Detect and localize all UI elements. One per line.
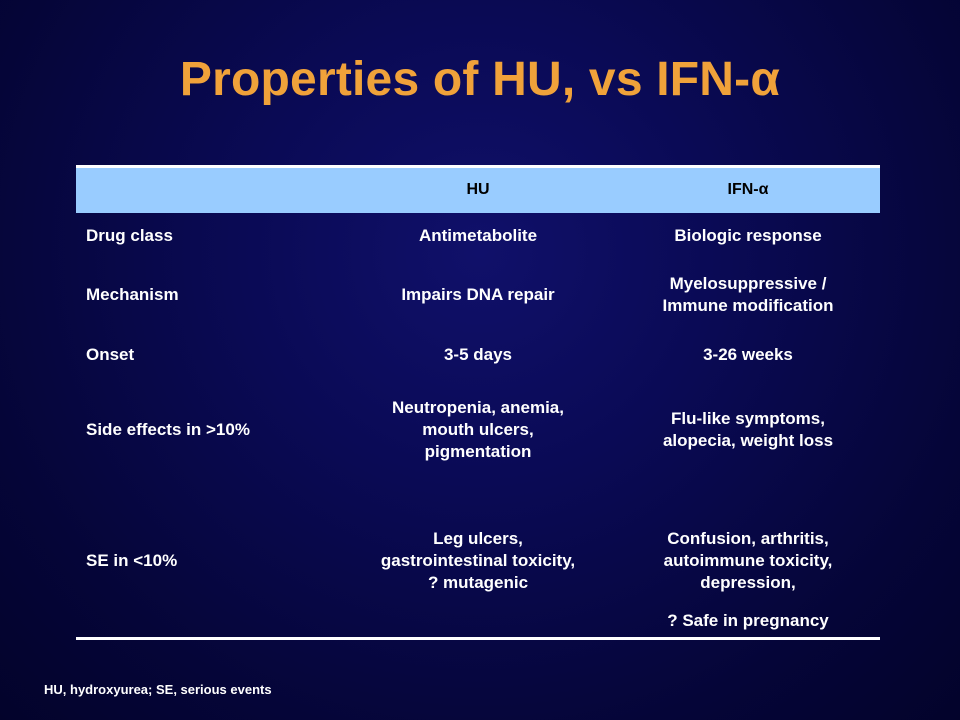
ifn-mechanism-line-2: Immune modification [662, 296, 834, 315]
hu-mechanism: Impairs DNA repair [401, 284, 555, 304]
hu-se-less-10: Leg ulcers, gastrointestinal toxicity, ?… [346, 520, 610, 602]
hu-se-line-1: Leg ulcers, [433, 528, 523, 548]
row-label-side-effects: Side effects in >10% [86, 419, 250, 439]
table-header-band [76, 168, 880, 213]
ifn-drug-class: Biologic response [674, 225, 822, 245]
ifn-side-effects: Flu-like symptoms, alopecia, weight loss [616, 387, 880, 473]
row-label-drug-class: Drug class [86, 225, 173, 245]
hu-side-effects-line-2: mouth ulcers, [422, 419, 534, 439]
ifn-se-line-2: autoimmune toxicity, [663, 550, 833, 570]
page-title: Properties of HU, vs IFN-α [179, 53, 781, 106]
table-bottom-rule [76, 637, 880, 640]
row-label-se-less-10: SE in <10% [86, 550, 178, 570]
row-label-onset: Onset [86, 344, 135, 364]
properties-table: HU IFN-α Drug class Antimetabolite Biolo… [76, 165, 880, 640]
row-label-mechanism: Mechanism [86, 284, 179, 304]
ifn-onset: 3-26 weeks [703, 344, 793, 364]
hu-onset: 3-5 days [443, 344, 513, 364]
table-header-empty [86, 168, 346, 213]
table-header-ifn: IFN-α [727, 181, 769, 199]
hu-side-effects-line-1: Neutropenia, anemia, [392, 397, 564, 417]
table-top-rule [76, 165, 880, 168]
hu-side-effects: Neutropenia, anemia, mouth ulcers, pigme… [346, 387, 610, 473]
footnote: HU, hydroxyurea; SE, serious events [44, 682, 272, 697]
table-header-hu: HU [466, 181, 490, 199]
ifn-mechanism-line-1: Myelosuppressive / [669, 273, 827, 293]
ifn-se-line-3: depression, [700, 573, 796, 593]
hu-side-effects-line-3: pigmentation [424, 442, 532, 462]
hu-se-line-3: ? mutagenic [427, 573, 529, 593]
ifn-se-less-10: Confusion, arthritis, autoimmune toxicit… [616, 520, 880, 602]
ifn-se-line-1: Confusion, arthritis, [667, 528, 829, 548]
ifn-side-effects-line-2: alopecia, weight loss [662, 431, 834, 450]
hu-se-line-2: gastrointestinal toxicity, [380, 550, 576, 570]
ifn-mechanism: Myelosuppressive / Immune modification [616, 270, 880, 320]
hu-drug-class: Antimetabolite [418, 225, 538, 245]
ifn-safe-in-pregnancy: ? Safe in pregnancy [667, 610, 829, 630]
ifn-side-effects-line-1: Flu-like symptoms, [671, 408, 825, 428]
